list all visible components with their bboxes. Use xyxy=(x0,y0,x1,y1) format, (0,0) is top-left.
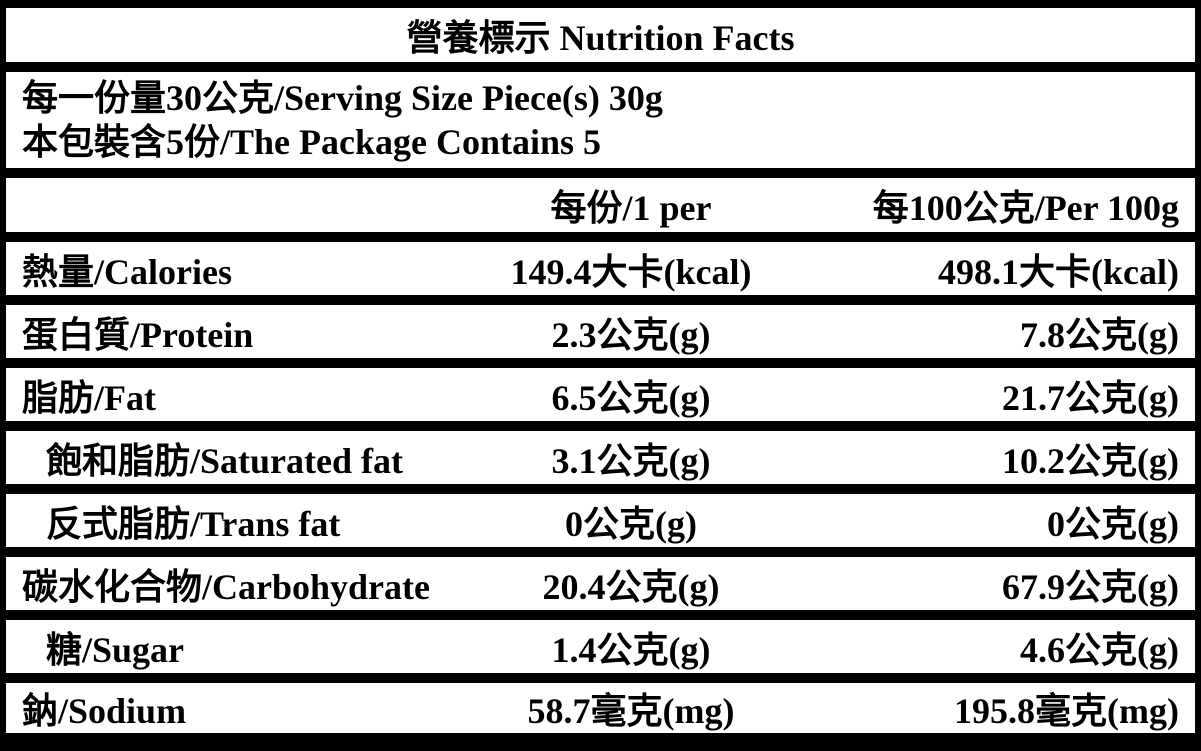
nutrient-label: 反式脂肪/Trans fat xyxy=(46,503,341,544)
value-per-100g: 0公克(g) xyxy=(1047,503,1179,544)
value-per-100g: 195.8毫克(mg) xyxy=(954,691,1179,731)
value-per-serving: 20.4公克(g) xyxy=(542,566,720,607)
nutrient-row-sugar: 糖/Sugar 1.4公克(g) 4.6公克(g) xyxy=(6,620,1195,673)
nutrient-row-saturated-fat: 飽和脂肪/Saturated fat 3.1公克(g) 10.2公克(g) xyxy=(6,431,1195,484)
value-per-serving: 2.3公克(g) xyxy=(551,314,711,355)
value-per-serving: 6.5公克(g) xyxy=(551,377,711,418)
nutrient-label: 碳水化合物/Carbohydrate xyxy=(22,566,430,607)
nutrient-row-fat: 脂肪/Fat 6.5公克(g) 21.7公克(g) xyxy=(6,368,1195,421)
serving-size-text: 每一份量30公克/Serving Size Piece(s) 30g xyxy=(22,78,663,118)
serving-info-row: 每一份量30公克/Serving Size Piece(s) 30g 本包裝含5… xyxy=(6,72,1195,168)
value-per-100g: 498.1大卡(kcal) xyxy=(938,251,1179,292)
column-header-per-100g: 每100公克/Per 100g xyxy=(872,188,1179,228)
nutrient-row-carbohydrate: 碳水化合物/Carbohydrate 20.4公克(g) 67.9公克(g) xyxy=(6,557,1195,610)
nutrient-label: 飽和脂肪/Saturated fat xyxy=(46,440,403,481)
value-per-serving: 1.4公克(g) xyxy=(551,629,711,670)
table-title: 營養標示 Nutrition Facts xyxy=(406,18,795,58)
value-per-100g: 10.2公克(g) xyxy=(1002,440,1179,481)
value-per-100g: 4.6公克(g) xyxy=(1020,629,1179,670)
title-row: 營養標示 Nutrition Facts xyxy=(6,8,1195,62)
column-header-per-serving: 每份/1 per xyxy=(550,188,712,228)
column-header-row: 每份/1 per 每100公克/Per 100g xyxy=(6,178,1195,232)
value-per-serving: 3.1公克(g) xyxy=(551,440,711,481)
value-per-serving: 149.4大卡(kcal) xyxy=(510,251,752,292)
nutrient-row-protein: 蛋白質/Protein 2.3公克(g) 7.8公克(g) xyxy=(6,305,1195,358)
nutrient-row-calories: 熱量/Calories 149.4大卡(kcal) 498.1大卡(kcal) xyxy=(6,242,1195,295)
value-per-100g: 21.7公克(g) xyxy=(1002,377,1179,418)
value-per-100g: 7.8公克(g) xyxy=(1020,314,1179,355)
nutrient-label: 蛋白質/Protein xyxy=(22,314,254,355)
nutrient-label: 鈉/Sodium xyxy=(22,691,187,731)
nutrient-row-trans-fat: 反式脂肪/Trans fat 0公克(g) 0公克(g) xyxy=(6,494,1195,547)
value-per-serving: 0公克(g) xyxy=(565,503,697,544)
nutrient-row-sodium: 鈉/Sodium 58.7毫克(mg) 195.8毫克(mg) xyxy=(6,683,1195,733)
nutrient-label: 熱量/Calories xyxy=(22,251,232,292)
value-per-100g: 67.9公克(g) xyxy=(1002,566,1179,607)
nutrient-label: 脂肪/Fat xyxy=(22,377,156,418)
nutrient-label: 糖/Sugar xyxy=(46,629,185,670)
value-per-serving: 58.7毫克(mg) xyxy=(527,691,735,731)
package-contains-text: 本包裝含5份/The Package Contains 5 xyxy=(22,122,602,162)
